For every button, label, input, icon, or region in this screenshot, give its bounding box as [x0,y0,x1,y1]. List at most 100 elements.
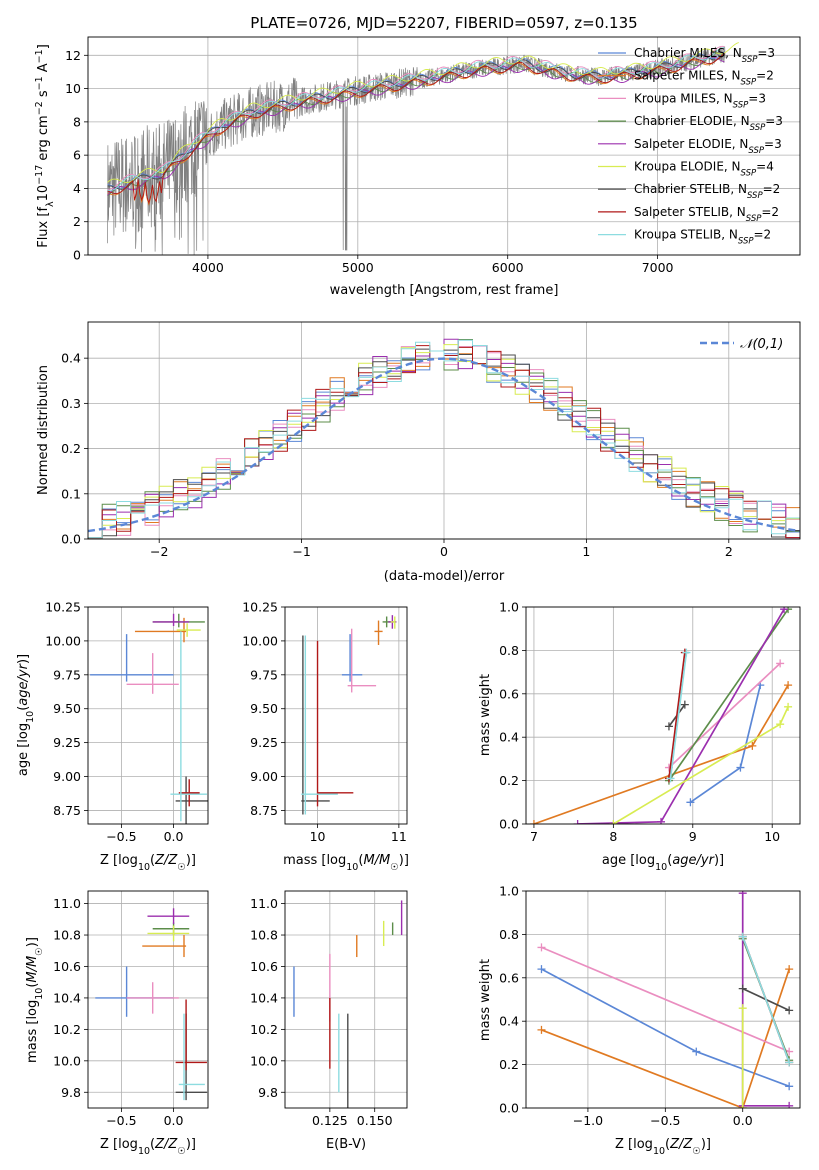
y-tick-label: 6 [73,148,81,163]
point-marker [573,820,582,824]
legend-label: Chabrier MILES, NSSP=3 [634,46,775,65]
x-tick-label: 2 [725,544,733,559]
point-marker [776,659,785,668]
y-axis-label: mass weight [478,959,493,1041]
point-marker [784,702,793,711]
point-marker [785,965,794,974]
weight-line-2 [541,968,791,1108]
axes-frame [87,606,209,825]
y-tick-label: 0.8 [499,927,519,942]
x-tick-label: 1 [582,544,590,559]
legend-label: Kroupa STELIB, NSSP=2 [634,228,771,247]
weight-line-8 [668,652,686,779]
x-axis-label: mass [log10(M/M☉)] [283,853,409,873]
x-tick-label: −1.0 [573,1113,603,1128]
y-tick-label: 10.4 [250,990,278,1005]
y-tick-label: 0 [73,248,81,263]
point-marker [657,817,666,824]
x-axis-label: Z [log10(Z/Z☉)] [100,1137,196,1157]
y-tick-label: 1.0 [499,884,519,899]
point-marker [738,932,747,941]
x-tick-label: −0.5 [106,829,136,844]
model-line-8 [107,53,725,205]
y-tick-label: 11.0 [53,896,81,911]
point-marker [785,1101,794,1108]
x-axis-label: age [log10(age/yr)] [602,853,724,873]
y-tick-label: 9.8 [61,1085,81,1100]
axes-frame [525,890,801,1109]
y-tick-label: 0.2 [499,1057,519,1072]
weight-vs-age-panel: 7 8 9 10 0.0 0.2 0.4 0.6 0.8 1.0 age [log10(age/yr… [478,600,801,873]
plot-area [95,908,207,1101]
y-tick-label: 0.6 [499,970,519,985]
axes-frame [87,890,209,1109]
y-tick-label: 10.0 [250,1053,278,1068]
point-marker [738,891,747,898]
weight-line-3 [541,946,790,1053]
x-tick-label: 7 [530,829,538,844]
y-tick-label: 9.8 [258,1085,278,1100]
y-tick-label: 8.75 [53,803,81,818]
point-marker [686,798,695,807]
x-tick-label: 5000 [342,260,374,275]
y-tick-label: 10.00 [242,633,278,648]
y-tick-label: 0.8 [499,643,519,658]
y-tick-label: 1.0 [499,600,519,615]
x-tick-label: 0.150 [357,1113,393,1128]
weight-line-9 [741,936,790,1063]
plot-area [90,613,208,824]
y-tick-label: 8.75 [250,803,278,818]
figure-title: PLATE=0726, MJD=52207, FIBERID=0597, z=0… [250,14,637,32]
y-tick-label: 9.25 [250,735,278,750]
y-tick-label: 0.6 [499,686,519,701]
point-marker [738,1004,747,1013]
y-tick-label: 0.4 [61,351,81,366]
y-tick-label: 0.1 [61,486,81,501]
model-line-1 [107,51,725,189]
model-line-9 [107,47,725,191]
y-axis-label: Flux [fλ10−17 erg cm−2 s−1 A−1] [34,44,56,248]
point-marker [664,722,673,731]
point-marker [738,1104,747,1108]
y-tick-label: 10.25 [45,600,81,615]
y-tick-label: 9.75 [53,667,81,682]
histogram-6 [88,344,800,539]
x-tick-label: 0.0 [164,1113,184,1128]
x-axis-label: E(B-V) [326,1137,366,1152]
point-marker [785,1006,794,1015]
model-line-6 [107,42,739,183]
y-tick-label: 0.0 [61,532,81,547]
mass-vs-metallicity-panel: −0.5 0.0 9.8 10.0 10.2 10.4 10.6 10.8 11.0 Z [log… [25,890,209,1157]
point-marker [537,943,546,952]
y-tick-label: 0.4 [499,1014,519,1029]
legend-label: Chabrier ELODIE, NSSP=3 [634,114,783,133]
legend-label: Chabrier STELIB, NSSP=2 [634,182,780,201]
weight-line-2 [533,684,789,824]
point-marker [784,681,793,690]
axes-frame [284,890,408,1109]
weight-vs-metallicity-panel: −1.0 −0.5 0.0 0.0 0.2 0.4 0.6 0.8 1.0 Z [log10(Z/… [478,884,801,1157]
legend-label: Salpeter MILES, NSSP=2 [634,69,774,88]
y-tick-label: 0.0 [499,1101,519,1116]
point-marker [666,774,675,783]
y-tick-label: 10.0 [53,1053,81,1068]
plot-area [107,42,739,255]
x-tick-label: 10 [764,829,780,844]
legend-label: Salpeter ELODIE, NSSP=3 [634,137,782,156]
x-tick-label: −0.5 [106,1113,136,1128]
y-tick-label: 8 [73,114,81,129]
x-axis-label: (data-model)/error [384,569,505,584]
x-tick-label: 7000 [642,260,674,275]
residuals-panel: −2 −1 0 1 2 0.0 0.1 0.2 0.3 0.4 𝒩(0,1) (data-model)… [36,321,801,584]
x-axis-label: Z [log10(Z/Z☉)] [100,853,196,873]
y-tick-label: 10.2 [53,1022,81,1037]
y-axis-label: Normed distribution [36,365,51,495]
weight-line-1 [689,684,762,803]
x-tick-label: 0.125 [312,1113,348,1128]
y-tick-label: 0.4 [499,730,519,745]
x-tick-label: 4000 [192,260,224,275]
legend-label: Salpeter STELIB, NSSP=2 [634,205,779,224]
plot-area [537,891,794,1108]
y-tick-label: 9.25 [53,735,81,750]
